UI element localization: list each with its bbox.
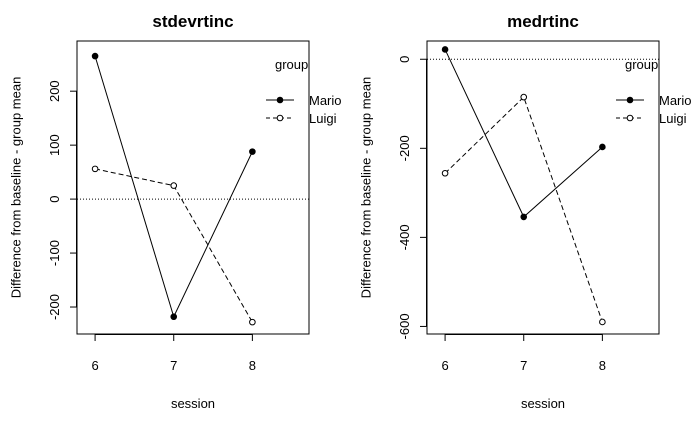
data-point-luigi	[91, 165, 99, 173]
x-tick-label: 7	[170, 358, 177, 373]
data-point-luigi	[520, 93, 528, 101]
legend-label: Luigi	[659, 111, 687, 126]
legend-label: Luigi	[309, 111, 337, 126]
data-point-mario	[599, 143, 606, 151]
x-tick-label: 6	[441, 358, 448, 373]
y-tick-label: 100	[47, 134, 62, 156]
legend-swatch-marker	[276, 114, 284, 122]
series-line-luigi	[94, 168, 253, 323]
data-point-mario	[520, 213, 528, 221]
y-tick-label: -400	[397, 224, 412, 250]
data-point-luigi	[441, 169, 449, 177]
x-tick-label: 7	[520, 358, 527, 373]
legend-swatch-marker	[626, 96, 634, 104]
series-line-luigi	[444, 96, 603, 323]
data-point-mario	[249, 148, 256, 155]
y-tick-label: -600	[397, 313, 412, 339]
y-tick-label: -200	[397, 135, 412, 161]
plot-frame	[76, 40, 310, 335]
data-point-mario	[170, 313, 178, 321]
y-tick-label: 0	[47, 195, 62, 202]
x-axis-label: session	[171, 396, 215, 411]
legend-swatch-marker	[626, 114, 634, 122]
legend-label: Mario	[309, 93, 342, 108]
panel-0	[70, 40, 310, 341]
data-point-luigi	[249, 318, 256, 326]
y-tick-label: 200	[47, 80, 62, 102]
data-point-mario	[91, 52, 99, 60]
legend-label: Mario	[659, 93, 692, 108]
series-line-mario	[444, 49, 603, 218]
y-tick-label: 0	[397, 56, 412, 63]
x-axis-label: session	[521, 396, 565, 411]
chart-title: stdevrtinc	[152, 12, 233, 31]
y-tick-label: -100	[47, 240, 62, 266]
x-tick-label: 8	[599, 358, 606, 373]
y-axis-label: Difference from baseline - group mean	[358, 77, 373, 299]
y-axis-label: Difference from baseline - group mean	[8, 77, 23, 299]
y-tick-label: -200	[47, 294, 62, 320]
legend-swatch-marker	[276, 96, 284, 104]
x-tick-label: 8	[249, 358, 256, 373]
legend-title: group	[275, 57, 308, 72]
data-point-luigi	[170, 182, 178, 189]
chart-title: medrtinc	[507, 12, 579, 31]
legend-title: group	[625, 57, 658, 72]
x-tick-label: 6	[91, 358, 98, 373]
data-point-mario	[441, 46, 449, 53]
data-point-luigi	[599, 318, 606, 326]
panel-1	[420, 40, 660, 341]
